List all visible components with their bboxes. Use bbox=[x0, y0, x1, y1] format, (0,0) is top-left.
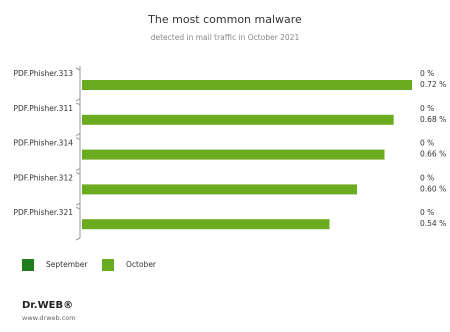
category-label: PDF.Phisher.311 bbox=[13, 104, 73, 113]
bar bbox=[82, 114, 394, 125]
category-bracket bbox=[75, 206, 81, 241]
bar bbox=[82, 219, 330, 230]
value-label: 0.68 % bbox=[420, 115, 446, 124]
value-label: 0 % bbox=[420, 208, 434, 217]
logo: Dr.WEB® bbox=[22, 300, 73, 311]
logo-url: www.drweb.com bbox=[22, 314, 76, 322]
category-label: PDF.Phisher.314 bbox=[13, 139, 73, 148]
category-label: PDF.Phisher.321 bbox=[13, 208, 73, 217]
value-label: 0 % bbox=[420, 69, 434, 78]
category-bracket bbox=[75, 67, 81, 102]
bar bbox=[82, 149, 385, 160]
value-label: 0.66 % bbox=[420, 150, 446, 159]
value-label: 0.54 % bbox=[420, 219, 446, 228]
category-bracket bbox=[75, 137, 81, 171]
chart-subtitle: detected in mail traffic in October 2021 bbox=[151, 33, 300, 42]
value-label: 0.60 % bbox=[420, 184, 446, 193]
value-label: 0 % bbox=[420, 104, 434, 113]
chart-title: The most common malware bbox=[147, 13, 302, 26]
category-label: PDF.Phisher.312 bbox=[13, 173, 73, 182]
value-label: 0.72 % bbox=[420, 80, 446, 89]
legend-swatch bbox=[102, 259, 114, 271]
value-label: 0 % bbox=[420, 173, 434, 182]
legend-label: September bbox=[46, 260, 88, 269]
bar bbox=[82, 80, 412, 90]
category-bracket bbox=[75, 102, 81, 137]
value-label: 0 % bbox=[420, 139, 434, 148]
legend-label: October bbox=[126, 260, 157, 269]
legend-swatch bbox=[22, 259, 34, 271]
category-bracket bbox=[75, 171, 81, 206]
bar bbox=[82, 184, 357, 195]
category-label: PDF.Phisher.313 bbox=[13, 69, 73, 78]
